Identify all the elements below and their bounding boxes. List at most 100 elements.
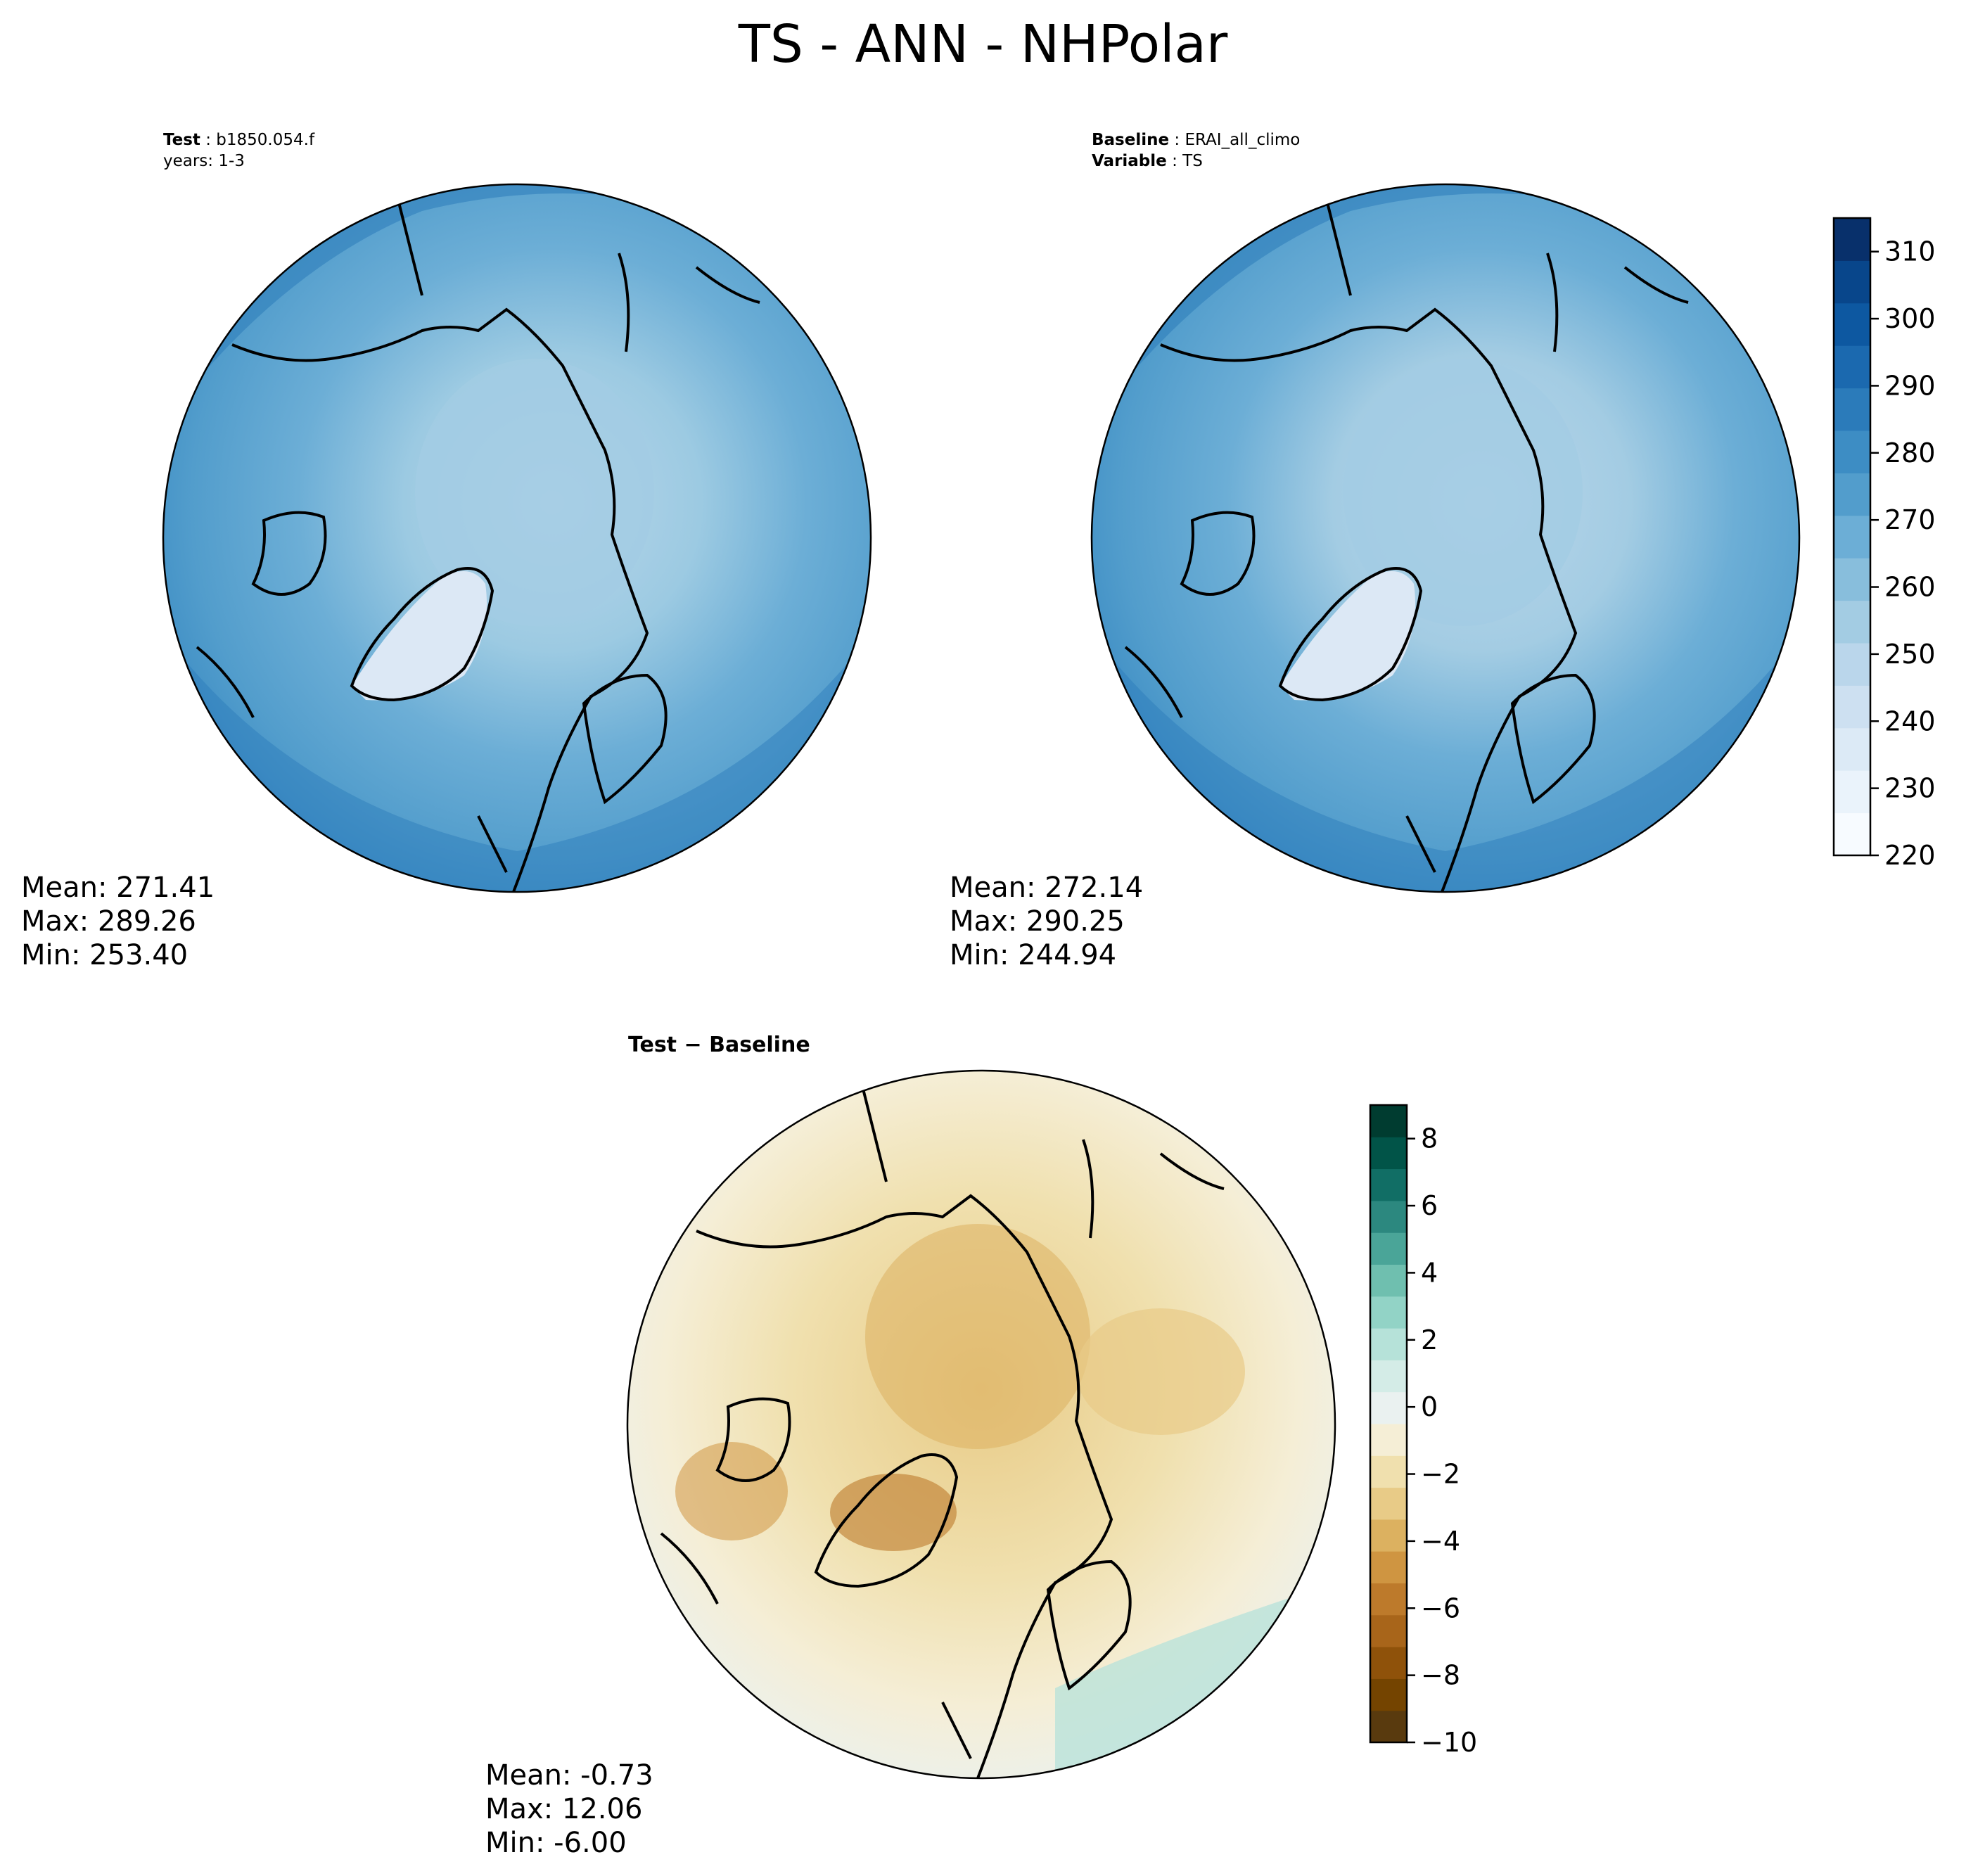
- test-label-key: Test: [163, 131, 200, 149]
- difference-colorbar-segment: [1370, 1328, 1407, 1360]
- ts-colorbar-segment: [1834, 600, 1870, 644]
- ts-colorbar-tick-label: 300: [1884, 303, 1936, 334]
- difference-colorbar-segment: [1370, 1583, 1407, 1616]
- baseline-label: Baseline : ERAI_all_climo Variable : TS: [1092, 131, 1301, 170]
- baseline-warm-band-north: [1092, 184, 1799, 422]
- difference-colorbar-segment: [1370, 1678, 1407, 1711]
- baseline-max: Max: 290.25: [950, 905, 1125, 938]
- difference-colorbar-segment: [1370, 1551, 1407, 1583]
- difference-colorbar-segment: [1370, 1647, 1407, 1679]
- variable-label-key: Variable: [1092, 152, 1167, 170]
- difference-colorbar-segment: [1370, 1487, 1407, 1520]
- difference-arctic-negative: [865, 1224, 1090, 1449]
- ts-colorbar-segment: [1834, 685, 1870, 729]
- ts-colorbar-tick-label: 250: [1884, 639, 1936, 670]
- ts-colorbar-segment: [1834, 727, 1870, 771]
- test-warm-band-north: [163, 184, 871, 422]
- ts-colorbar-border: [1832, 217, 1872, 857]
- difference-colorbar-tick-label: 2: [1421, 1325, 1438, 1355]
- test-warm-band-south: [163, 633, 871, 892]
- ts-colorbar-segment: [1834, 260, 1870, 304]
- baseline-stats: Mean: 272.14 Max: 290.25 Min: 244.94: [950, 871, 1143, 972]
- difference-min: Min: -6.00: [485, 1827, 627, 1859]
- test-map-border: [162, 183, 872, 893]
- difference-colorbar-tick-label: −2: [1421, 1459, 1460, 1490]
- ts-colorbar-segment: [1834, 770, 1870, 814]
- test-greenland-cold: [352, 571, 487, 701]
- difference-colorbar-segment: [1370, 1455, 1407, 1488]
- difference-colorbar-segment: [1370, 1424, 1407, 1456]
- test-label-years: years: 1-3: [163, 152, 245, 170]
- figure-title: TS - ANN - NHPolar: [738, 14, 1228, 75]
- ts-colorbar-segment: [1834, 515, 1870, 559]
- difference-colorbar-segment: [1370, 1519, 1407, 1552]
- ts-colorbar-tick-label: 260: [1884, 572, 1936, 603]
- ts-colorbar-tick-label: 230: [1884, 773, 1936, 804]
- ts-colorbar-segment: [1834, 302, 1870, 346]
- test-label-value: b1850.054.f: [216, 131, 315, 149]
- baseline-label-key: Baseline: [1092, 131, 1170, 149]
- ts-colorbar-segment: [1834, 218, 1870, 261]
- difference-mean: Mean: -0.73: [485, 1759, 653, 1792]
- difference-colorbar-segment: [1370, 1200, 1407, 1233]
- ts-colorbar-segment: [1834, 473, 1870, 516]
- ts-colorbar-tick-label: 310: [1884, 236, 1936, 267]
- ts-colorbar-segment: [1834, 643, 1870, 686]
- difference-colorbar: −10 −8 −6 −4 −2 0 2 4 6 8: [1369, 1104, 1477, 1758]
- difference-stats: Mean: -0.73 Max: 12.06 Min: -6.00: [485, 1759, 653, 1860]
- ts-colorbar-tick-label: 290: [1884, 370, 1936, 401]
- difference-siberia-negative: [1076, 1308, 1245, 1435]
- difference-colorbar-segment: [1370, 1360, 1407, 1393]
- difference-colorbar-tick-label: 4: [1421, 1257, 1438, 1288]
- difference-title-test: Test: [628, 1033, 677, 1057]
- ts-colorbar-segment: [1834, 388, 1870, 431]
- difference-colorbar-segment: [1370, 1391, 1407, 1424]
- ts-colorbar: 220 230 240 250 260 270 280 290 300 310: [1832, 217, 1936, 871]
- difference-colorbar-tick-label: −4: [1421, 1526, 1460, 1557]
- test-label: Test : b1850.054.f years: 1-3: [163, 131, 315, 170]
- difference-colorbar-segment: [1370, 1105, 1407, 1137]
- baseline-arctic-ocean: [1343, 359, 1583, 626]
- difference-colorbar-tick-label: −8: [1421, 1660, 1460, 1691]
- difference-map-border: [626, 1069, 1336, 1780]
- difference-colorbar-tick-label: 8: [1421, 1123, 1438, 1154]
- ts-colorbar-segment: [1834, 812, 1870, 856]
- difference-colorbar-tick-label: −6: [1421, 1593, 1460, 1623]
- difference-title: Test − Baseline: [628, 1033, 810, 1057]
- baseline-map: [1090, 183, 1801, 893]
- difference-colorbar-segment: [1370, 1296, 1407, 1329]
- test-min: Min: 253.40: [21, 939, 189, 971]
- difference-colorbar-tick-label: 6: [1421, 1190, 1438, 1221]
- difference-coastlines: [660, 1071, 1225, 1778]
- difference-colorbar-segment: [1370, 1232, 1407, 1265]
- baseline-coastlines: [1124, 184, 1689, 892]
- ts-colorbar-segment: [1834, 430, 1870, 473]
- difference-greenland-negative: [830, 1474, 957, 1551]
- baseline-min: Min: 244.94: [950, 939, 1117, 971]
- difference-title-baseline: Baseline: [709, 1033, 810, 1057]
- baseline-label-value: ERAI_all_climo: [1185, 131, 1301, 149]
- test-coastlines: [196, 184, 760, 892]
- test-stats: Mean: 271.41 Max: 289.26 Min: 253.40: [21, 871, 215, 972]
- test-arctic-ocean: [415, 359, 654, 626]
- difference-colorbar-segment: [1370, 1137, 1407, 1170]
- difference-colorbar-segment: [1370, 1168, 1407, 1201]
- difference-max: Max: 12.06: [485, 1793, 643, 1825]
- ts-colorbar-tick-label: 240: [1884, 706, 1936, 736]
- ts-colorbar-tick-label: 220: [1884, 840, 1936, 871]
- baseline-warm-band-south: [1092, 633, 1799, 892]
- difference-canada-negative: [675, 1442, 788, 1540]
- ts-colorbar-segment: [1834, 558, 1870, 601]
- difference-colorbar-tick-label: −10: [1421, 1727, 1477, 1758]
- test-map: [162, 183, 872, 893]
- ts-colorbar-tick-label: 270: [1884, 504, 1936, 535]
- baseline-greenland-cold: [1280, 571, 1415, 701]
- variable-label-value: TS: [1182, 152, 1203, 170]
- ts-colorbar-segment: [1834, 345, 1870, 389]
- ts-colorbar-tick-label: 280: [1884, 438, 1936, 468]
- difference-map: [626, 1069, 1336, 1780]
- difference-title-minus: −: [684, 1033, 702, 1057]
- difference-colorbar-border: [1369, 1104, 1408, 1744]
- test-mean: Mean: 271.41: [21, 872, 215, 904]
